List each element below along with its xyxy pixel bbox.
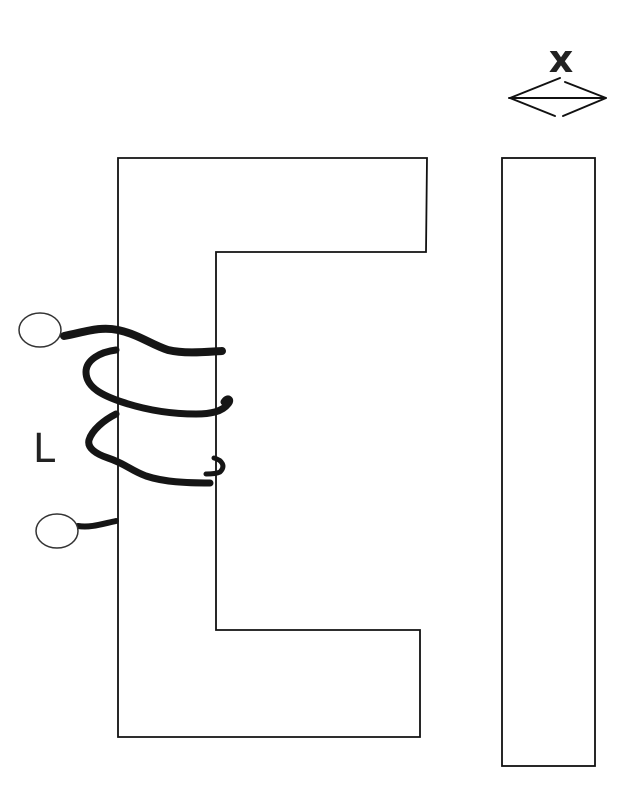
gap-label: x	[549, 37, 574, 81]
coil-turn-2-back	[203, 455, 226, 477]
coil-lead-top	[60, 324, 226, 357]
double-headed-arrow-icon	[508, 77, 607, 117]
i-bar	[501, 157, 596, 767]
coil-winding	[60, 324, 234, 530]
coil-lead-bottom	[75, 518, 119, 530]
inductance-label: L	[33, 426, 56, 472]
coil-turn-2	[85, 410, 214, 487]
terminal-bottom	[35, 513, 79, 549]
c-core	[117, 157, 428, 738]
terminal-top	[18, 312, 62, 348]
coil-turn-1	[82, 346, 234, 418]
